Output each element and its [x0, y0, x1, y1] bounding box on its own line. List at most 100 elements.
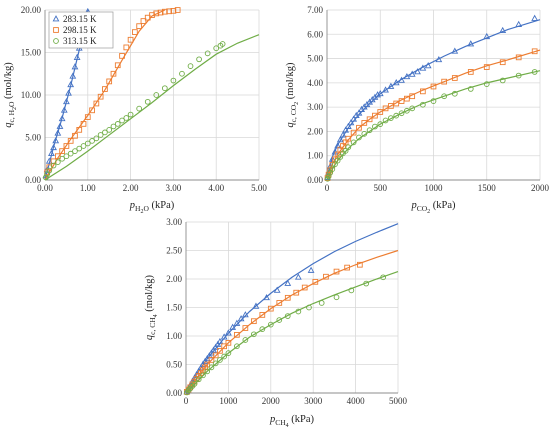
data-point [67, 138, 74, 144]
data-point [242, 325, 249, 331]
data-point [419, 64, 427, 71]
data-point [356, 134, 362, 141]
data-point [363, 280, 370, 287]
data-point [318, 300, 325, 306]
fit-line [186, 249, 399, 394]
data-point [195, 376, 202, 383]
series-0 [183, 223, 399, 395]
data-point [220, 333, 228, 340]
data-point [259, 326, 266, 333]
chart-h2o: 0.00 5.00 10.00 15.00 20.00 0.00 1.00 2.00 3.00 4… [3, 5, 267, 215]
data-point [213, 45, 220, 52]
data-point [409, 93, 416, 100]
x-tick-label: 1.00 [80, 183, 96, 193]
x-axis-label: pH2O (kPa) [129, 200, 175, 215]
data-point [408, 70, 416, 77]
data-point [398, 76, 405, 83]
data-point [414, 68, 421, 75]
data-point [263, 293, 270, 301]
data-point [356, 124, 362, 131]
legend-box [48, 11, 114, 49]
data-point [114, 62, 121, 69]
data-point [284, 279, 292, 286]
chart-ch4: 0.00 0.50 1.00 1.50 2.00 2.50 3.00 0 1000 2000 300… [144, 217, 408, 429]
data-point [119, 117, 125, 124]
data-point [67, 150, 74, 157]
data-point [377, 109, 384, 115]
data-point [531, 14, 539, 21]
legend-entry: 283.15 K [63, 14, 97, 24]
x-tick-label: 0 [184, 396, 189, 406]
data-point [380, 274, 387, 281]
y-tick-label: 1.50 [166, 303, 182, 313]
data-point [435, 55, 443, 63]
data-point [329, 166, 336, 172]
data-point [54, 129, 62, 136]
fit-line [186, 271, 399, 394]
y-tick-label: 6.00 [307, 29, 323, 39]
data-point [54, 153, 61, 160]
data-point [382, 105, 389, 112]
x-tick-label: 5.00 [251, 183, 267, 193]
data-point [65, 89, 72, 96]
data-point [63, 143, 70, 149]
data-point [307, 266, 315, 273]
y-tick-label: 0.50 [166, 360, 182, 370]
data-point [387, 82, 395, 89]
data-point [132, 29, 138, 35]
data-point [350, 115, 358, 122]
data-point [337, 154, 344, 160]
data-point [441, 78, 448, 85]
data-point [224, 329, 232, 336]
data-point [93, 100, 100, 107]
data-point [483, 64, 490, 70]
data-point [102, 129, 108, 136]
data-point [161, 85, 168, 92]
data-point [166, 8, 172, 15]
y-tick-label: 3.00 [307, 102, 323, 112]
data-point [306, 304, 312, 311]
y-tick-label: 2.00 [166, 274, 182, 284]
data-point [424, 62, 432, 69]
data-point [225, 350, 232, 356]
y-axis-label: qc, CO2 (mol/kg) [285, 62, 300, 128]
data-point [382, 86, 389, 93]
data-point [149, 12, 155, 18]
data-point [200, 372, 206, 379]
data-point [293, 289, 300, 296]
data-point [54, 159, 61, 166]
x-tick-label: 3.00 [166, 183, 182, 193]
data-point [259, 312, 266, 318]
data-point [62, 97, 70, 105]
data-point [467, 40, 475, 47]
data-point [332, 161, 338, 168]
data-point [144, 98, 151, 105]
data-point [273, 286, 281, 293]
data-point [119, 53, 125, 59]
data-point [110, 70, 117, 77]
data-point [97, 132, 104, 138]
data-point [80, 121, 87, 127]
data-point [451, 75, 458, 81]
data-point [204, 368, 211, 375]
data-point [127, 111, 134, 118]
data-point [334, 157, 341, 164]
data-point [59, 148, 65, 154]
data-point [58, 114, 66, 122]
data-point [388, 103, 394, 109]
y-tick-label: 2.50 [166, 246, 182, 256]
data-point [342, 148, 349, 154]
data-point [170, 77, 177, 84]
data-point [483, 81, 490, 87]
legend-entry: 313.15 K [63, 36, 97, 46]
data-point [174, 7, 181, 13]
data-point [295, 308, 302, 315]
data-point [344, 264, 350, 271]
data-point [208, 364, 215, 371]
data-point [404, 107, 410, 114]
data-point [76, 126, 83, 133]
x-tick-label: 1500 [478, 183, 497, 193]
data-point [350, 129, 357, 136]
data-point [56, 122, 64, 129]
y-tick-label: 20.00 [21, 5, 42, 15]
